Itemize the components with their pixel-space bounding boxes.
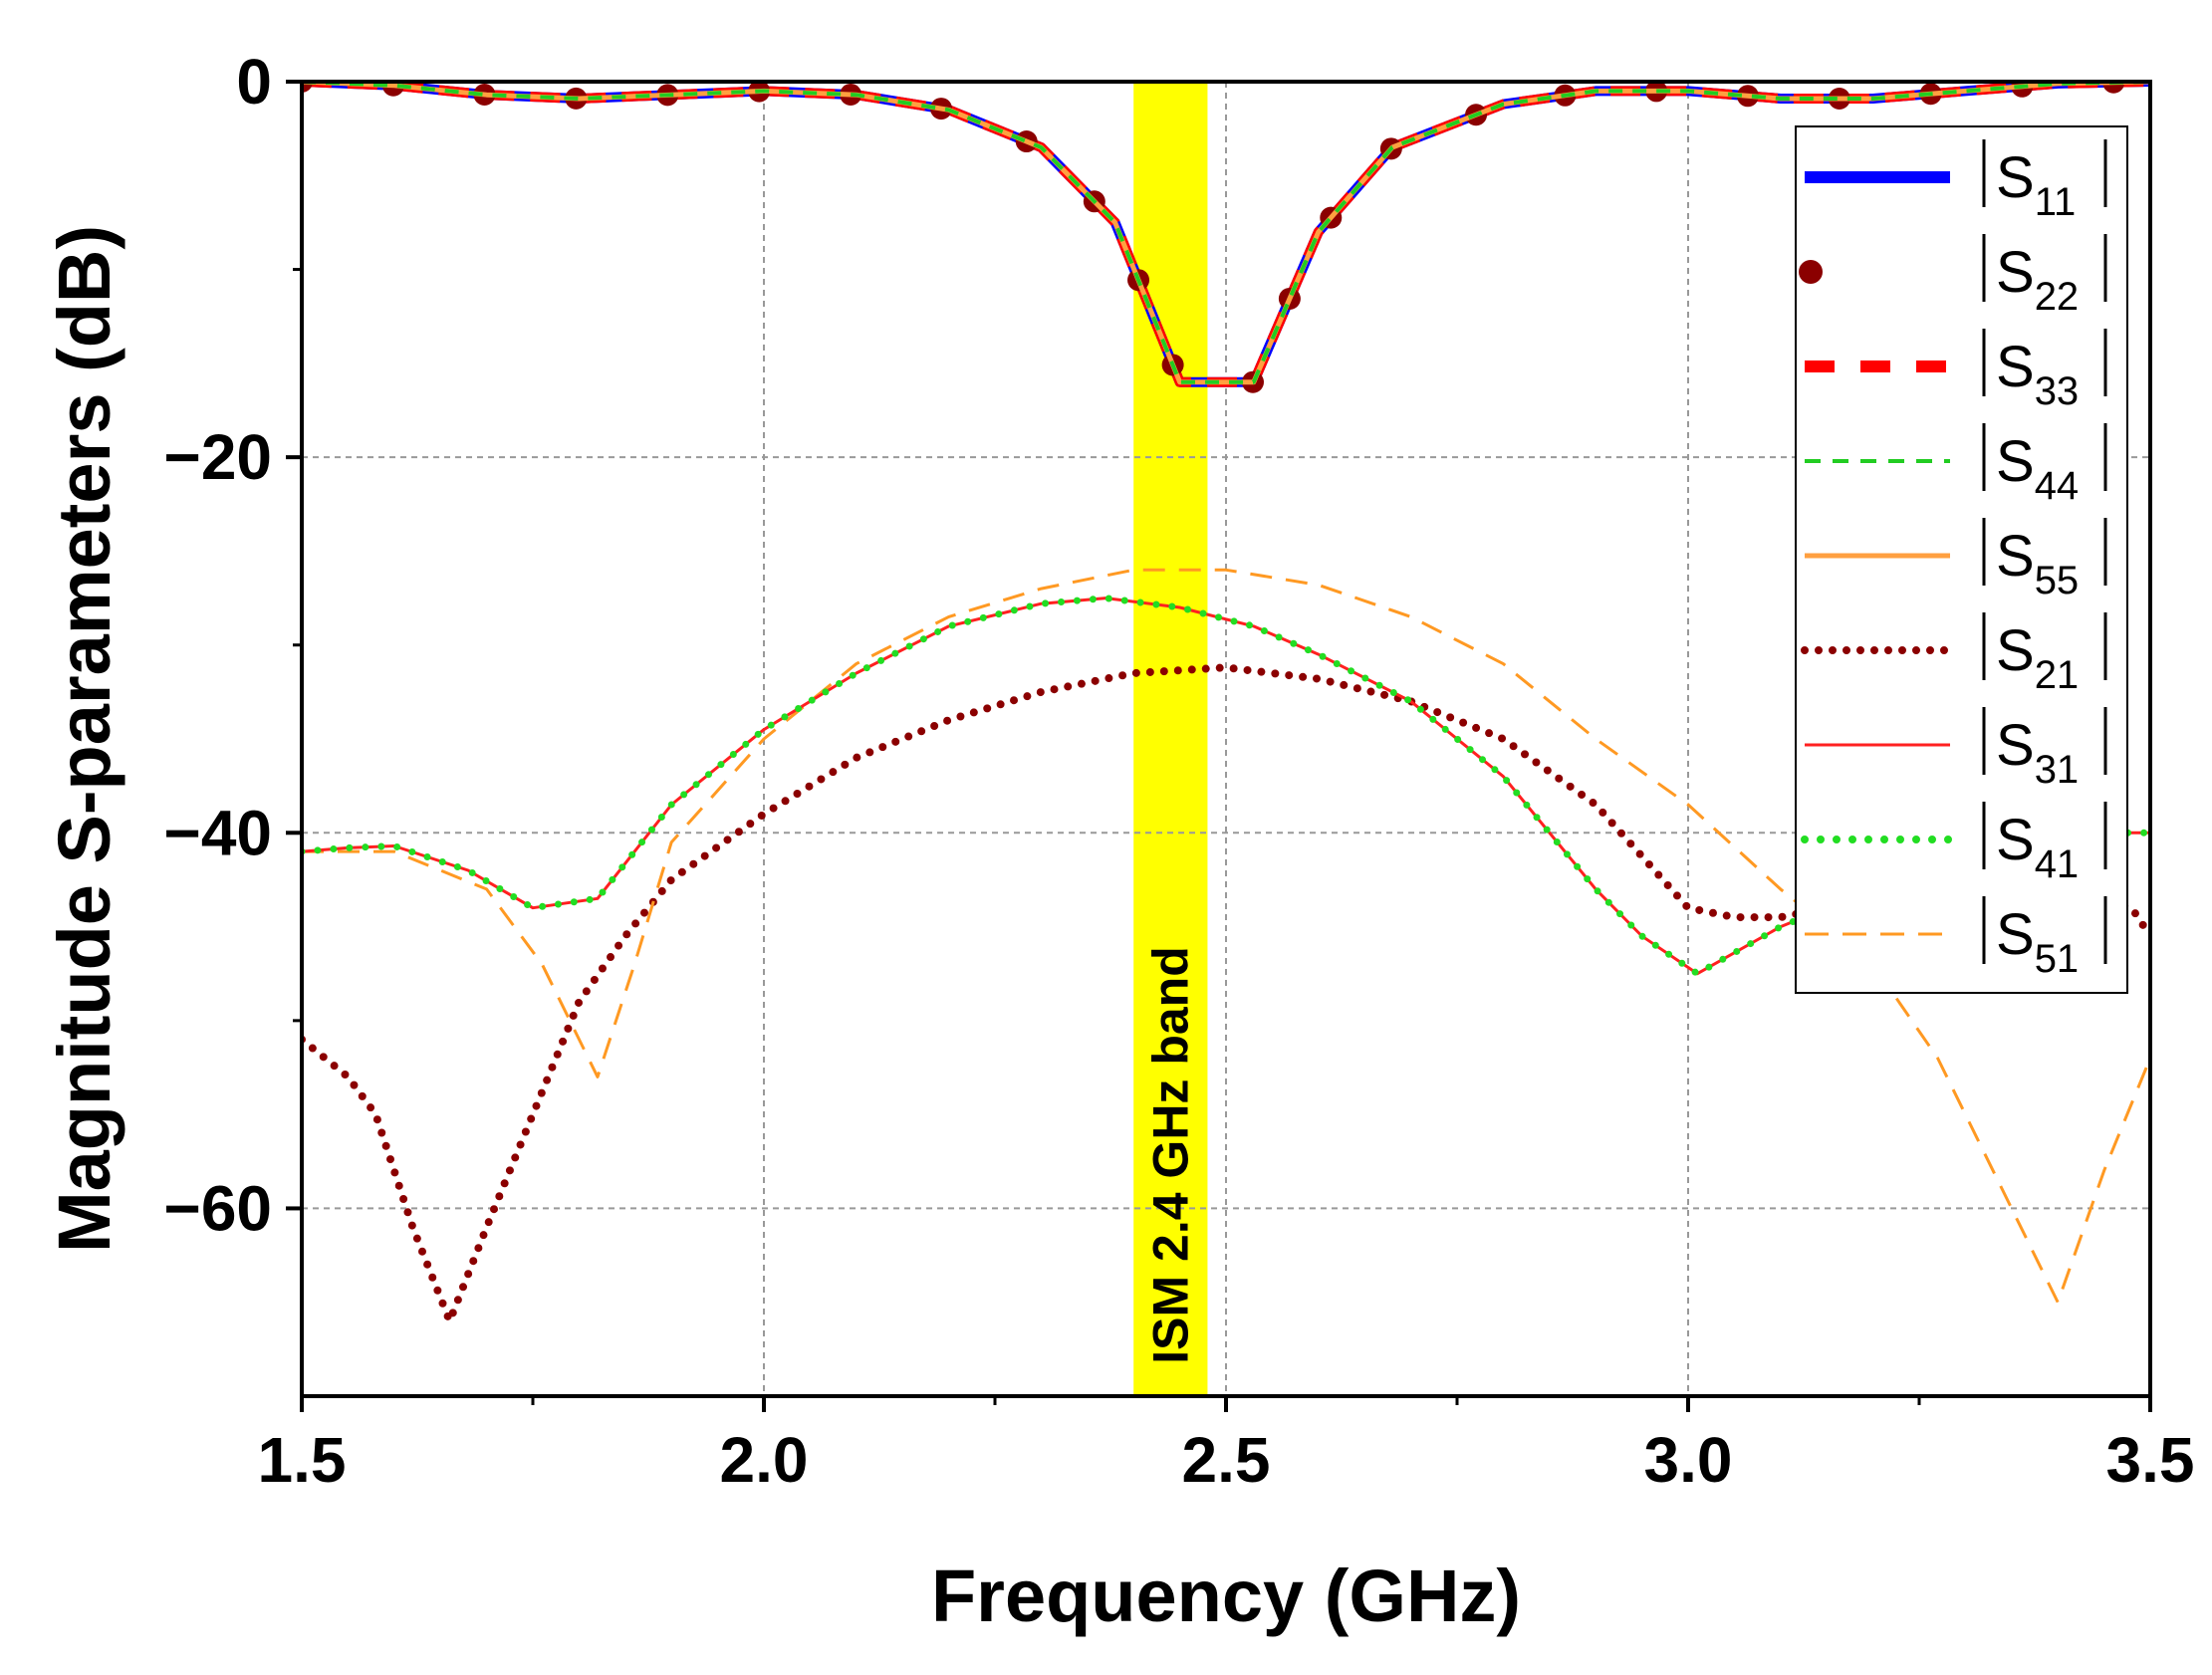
series-layer [302,82,2150,1325]
series-line-s44 [302,82,2150,384]
y-axis-title: Magnitude S-parameters (dB) [43,225,125,1253]
x-tick-label: 1.5 [258,1424,347,1496]
y-tick-label: 0 [236,46,272,118]
legend-box [1795,125,2128,994]
y-tick-label: −20 [163,421,272,493]
y-tick-label: −40 [163,797,272,868]
series-line-s51 [302,568,2150,1305]
ism-band-label: ISM 2.4 GHz band [1142,946,1198,1364]
axis-ticks: 1.5 2.0 2.5 3.0 3.5 0 −20 −40 −60 [163,46,2194,1496]
x-axis-title: Frequency (GHz) [931,1555,1521,1637]
y-tick-label: −60 [163,1172,272,1244]
x-tick-label: 3.0 [1644,1424,1733,1496]
x-tick-label: 2.5 [1182,1424,1271,1496]
x-tick-label: 2.0 [720,1424,809,1496]
x-tick-label: 3.5 [2106,1424,2195,1496]
series-line-s41 [302,595,2150,978]
